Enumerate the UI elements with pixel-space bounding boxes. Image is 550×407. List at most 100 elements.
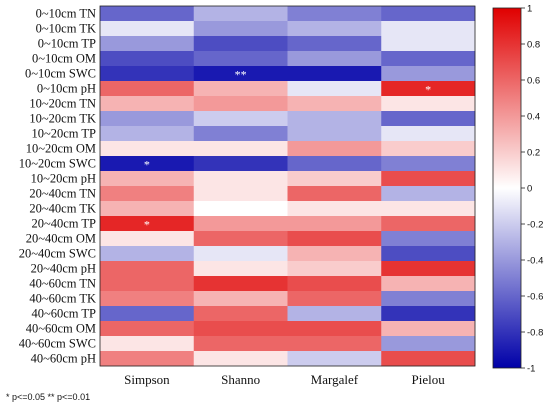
heatmap-cell xyxy=(100,81,195,97)
heatmap-cell xyxy=(381,186,476,202)
heatmap-cell xyxy=(193,156,288,172)
heatmap-cell xyxy=(100,261,195,277)
heatmap-cell xyxy=(193,141,288,157)
row-label: 0~10cm OM xyxy=(32,52,96,66)
row-label: 0~10cm TK xyxy=(36,22,96,36)
heatmap-cell xyxy=(100,306,195,322)
heatmap-cell xyxy=(193,276,288,292)
row-label: 40~60cm pH xyxy=(31,352,96,366)
heatmap-cell xyxy=(193,201,288,217)
heatmap-cell xyxy=(100,201,195,217)
colorbar-tick-label: 0.4 xyxy=(527,112,540,123)
heatmap-cell xyxy=(381,306,476,322)
heatmap-cell xyxy=(193,231,288,247)
heatmap-cell xyxy=(193,96,288,112)
heatmap-cell xyxy=(193,111,288,127)
heatmap-cell xyxy=(193,261,288,277)
significance-footnote: * p<=0.05 ** p<=0.01 xyxy=(6,392,91,402)
heatmap-cell xyxy=(193,186,288,202)
heatmap-cell xyxy=(100,246,195,262)
row-labels: 0~10cm TN0~10cm TK0~10cm TP0~10cm OM0~10… xyxy=(19,7,96,366)
heatmap-cell xyxy=(381,141,476,157)
colorbar-ticks: -1 -0.8 -0.6 -0.4 -0.2 0 0.2 0.4 0.6 0.8 1 xyxy=(521,4,543,375)
column-label: Shanno xyxy=(221,372,260,387)
row-label: 40~60cm TK xyxy=(29,292,96,306)
heatmap-cell xyxy=(381,126,476,142)
heatmap-cell xyxy=(193,216,288,232)
colorbar-tick-label: -0.6 xyxy=(527,292,543,303)
row-label: 40~60cm TN xyxy=(29,277,96,291)
heatmap-cell xyxy=(100,6,195,22)
row-label: 10~20cm TK xyxy=(29,112,96,126)
heatmap-cell xyxy=(381,336,476,352)
heatmap-cell xyxy=(381,51,476,67)
heatmap-cell xyxy=(193,306,288,322)
heatmap-cell xyxy=(287,186,382,202)
heatmap-cell xyxy=(287,6,382,22)
column-label: Simpson xyxy=(124,372,170,387)
heatmap-cell xyxy=(100,156,195,172)
heatmap-cell xyxy=(287,66,382,82)
heatmap-cell xyxy=(193,321,288,337)
row-label: 20~40cm SWC xyxy=(19,247,96,261)
heatmap-cell xyxy=(193,171,288,187)
colorbar-tick-label: 0.2 xyxy=(527,148,540,159)
row-label: 10~20cm OM xyxy=(26,142,96,156)
row-label: 20~40cm OM xyxy=(26,232,96,246)
heatmap-cell xyxy=(100,51,195,67)
heatmap-cell xyxy=(193,21,288,37)
colorbar-tick-label: 1 xyxy=(527,4,532,15)
row-label: 0~10cm TP xyxy=(38,37,96,51)
significance-mark: * xyxy=(144,218,150,232)
heatmap-cell xyxy=(287,216,382,232)
colorbar-tick-label: -0.4 xyxy=(527,256,543,267)
heatmap-cell xyxy=(287,171,382,187)
heatmap-cell xyxy=(193,291,288,307)
heatmap-cell xyxy=(100,231,195,247)
column-labels: Simpson Shanno Margalef Pielou xyxy=(124,372,445,387)
significance-mark: * xyxy=(425,83,431,97)
heatmap-cell xyxy=(287,21,382,37)
heatmap-cell xyxy=(100,36,195,52)
colorbar-tick-label: 0.6 xyxy=(527,76,540,87)
heatmap-cell xyxy=(193,336,288,352)
heatmap-cell xyxy=(287,126,382,142)
row-label: 0~10cm TN xyxy=(36,7,96,21)
heatmap-cells xyxy=(100,6,476,367)
heatmap-cell xyxy=(193,126,288,142)
heatmap-cell xyxy=(193,81,288,97)
colorbar-tick-label: 0 xyxy=(527,184,532,195)
heatmap-cell xyxy=(100,111,195,127)
heatmap-cell xyxy=(381,171,476,187)
row-label: 20~40cm TN xyxy=(29,187,96,201)
heatmap-cell xyxy=(287,231,382,247)
significance-mark: ** xyxy=(235,68,247,82)
row-label: 10~20cm pH xyxy=(31,172,96,186)
heatmap-cell xyxy=(287,291,382,307)
significance-mark: * xyxy=(144,158,150,172)
row-label: 10~20cm TN xyxy=(29,97,96,111)
heatmap-cell xyxy=(287,51,382,67)
heatmap-cell xyxy=(381,96,476,112)
heatmap-cell xyxy=(287,81,382,97)
heatmap-cell xyxy=(100,321,195,337)
row-label: 40~60cm OM xyxy=(26,322,96,336)
heatmap-cell xyxy=(381,291,476,307)
heatmap-cell xyxy=(193,351,288,367)
colorbar xyxy=(492,7,522,369)
heatmap-cell xyxy=(287,261,382,277)
heatmap-cell xyxy=(381,81,476,97)
heatmap-frame xyxy=(99,5,476,367)
heatmap-cell xyxy=(287,201,382,217)
row-label: 10~20cm SWC xyxy=(19,157,96,171)
heatmap-cell xyxy=(100,171,195,187)
heatmap-cell xyxy=(193,66,288,82)
heatmap-cell xyxy=(193,51,288,67)
heatmap-cell xyxy=(381,231,476,247)
heatmap-cell xyxy=(287,336,382,352)
heatmap-cell xyxy=(100,351,195,367)
heatmap-cell xyxy=(381,111,476,127)
row-label: 10~20cm TP xyxy=(31,127,96,141)
heatmap-cell xyxy=(381,216,476,232)
